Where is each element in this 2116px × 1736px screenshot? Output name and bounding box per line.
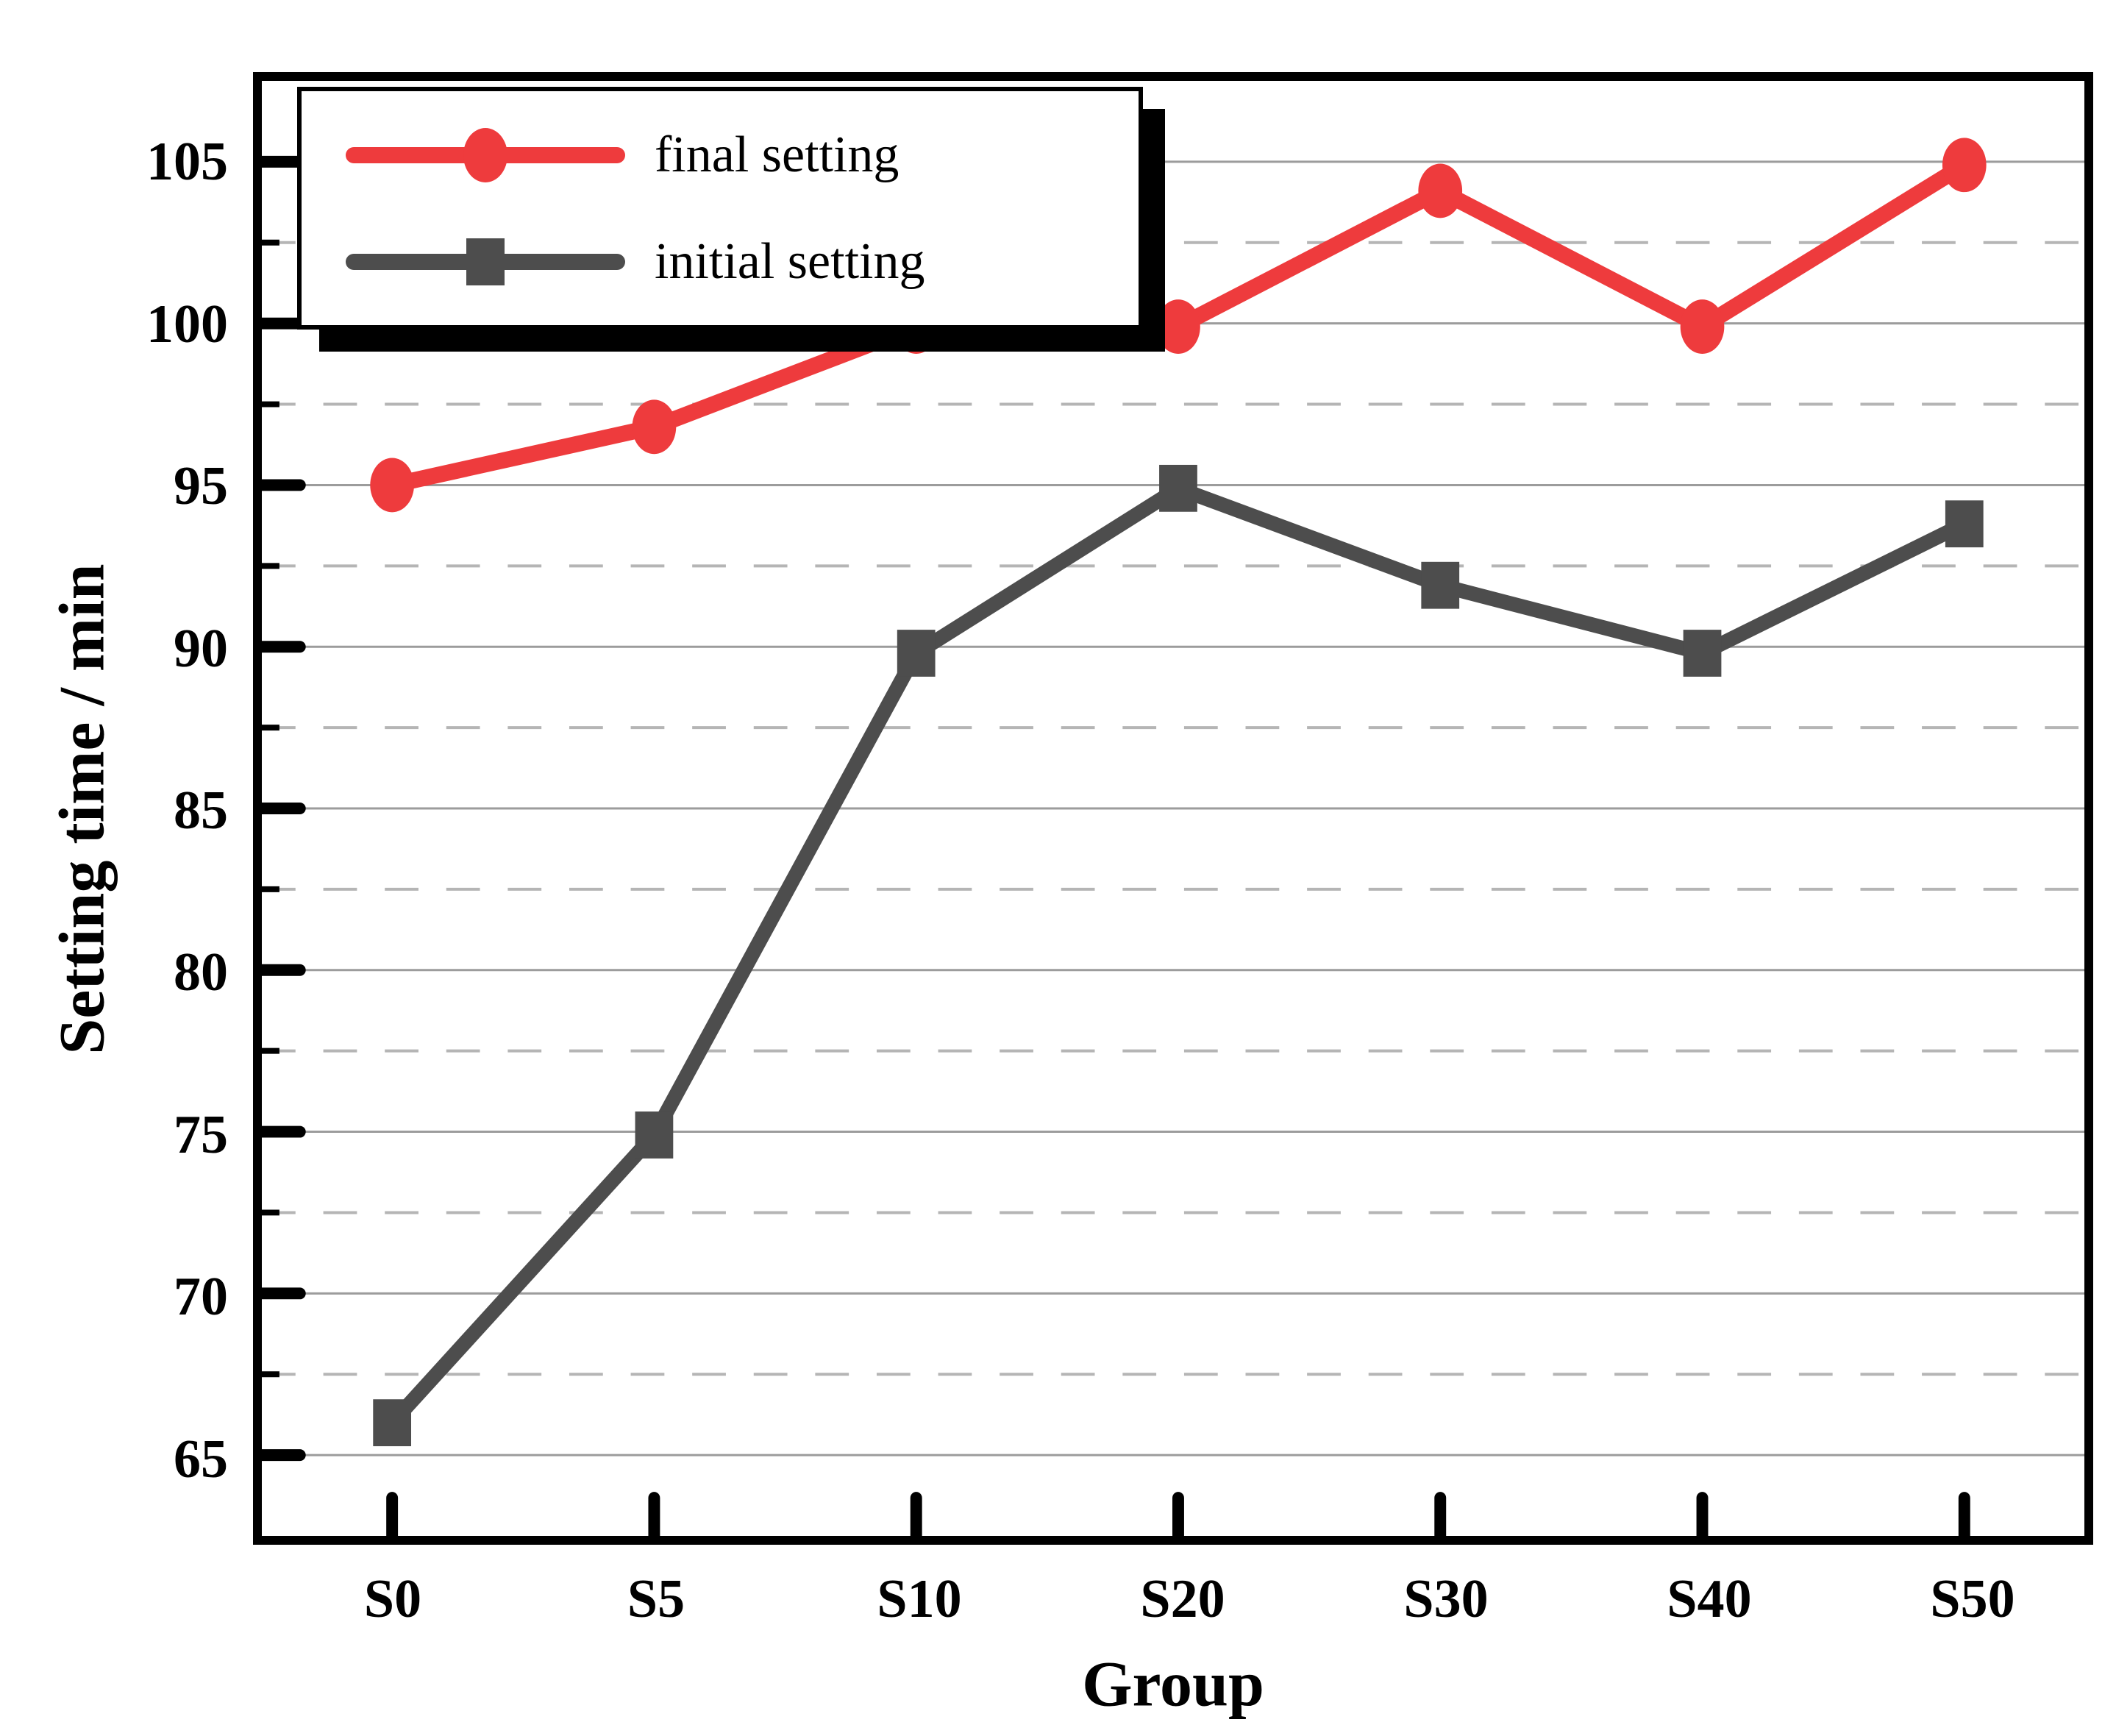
- y-tick-label: 70: [174, 1267, 228, 1328]
- y-tick-label: 90: [174, 618, 228, 679]
- x-tick-label: S5: [627, 1569, 685, 1629]
- y-tick-label: 65: [174, 1429, 228, 1490]
- y-tick-label: 80: [174, 942, 228, 1003]
- x-tick-label: S20: [1140, 1569, 1225, 1629]
- x-tick-label: S10: [877, 1569, 962, 1629]
- x-axis-title: Group: [1082, 1648, 1264, 1721]
- x-tick-label: S40: [1667, 1569, 1752, 1629]
- legend-item-initial-setting: initial setting: [309, 232, 1131, 291]
- x-tick-label: S0: [363, 1569, 422, 1629]
- plot-area: final setting initial setting: [253, 72, 2093, 1545]
- legend-label-initial-setting: initial setting: [655, 232, 925, 290]
- y-tick-label: 95: [174, 456, 228, 517]
- x-tick-label: S30: [1403, 1569, 1489, 1629]
- y-axis-title: Setting time / min: [46, 563, 118, 1055]
- legend-item-final-setting: final setting: [309, 126, 1131, 185]
- legend: final setting initial setting: [297, 87, 1143, 330]
- legend-label-final-setting: final setting: [655, 126, 900, 183]
- square-marker-icon: [466, 238, 505, 285]
- y-tick-label: 85: [174, 780, 228, 841]
- initial-setting-line-sample: [346, 232, 625, 291]
- circle-marker-icon: [463, 127, 507, 182]
- y-tick-label: 75: [174, 1104, 228, 1165]
- x-tick-label: S50: [1930, 1569, 2015, 1629]
- final-setting-line-sample: [346, 126, 625, 185]
- y-tick-label: 100: [146, 294, 228, 355]
- y-tick-label: 105: [146, 132, 228, 193]
